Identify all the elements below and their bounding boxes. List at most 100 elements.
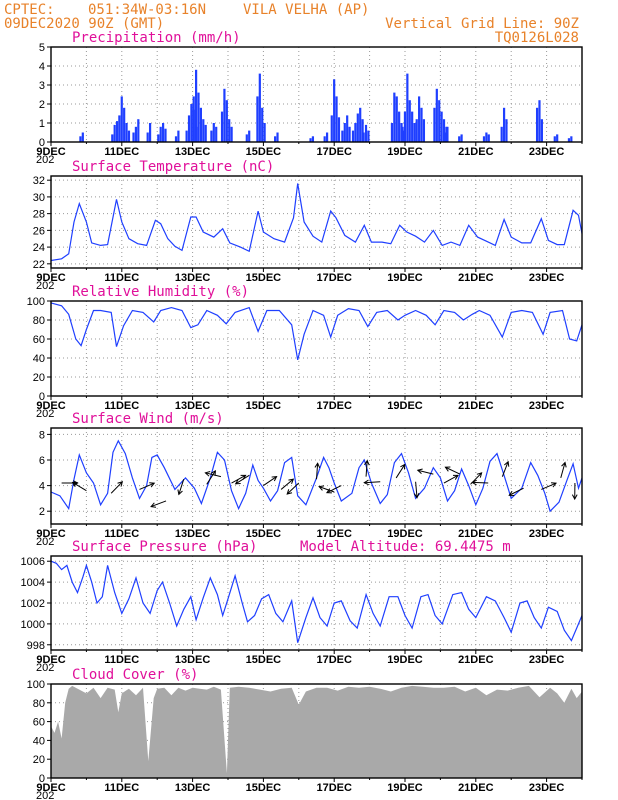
pressure-xtick-label: 13DEC	[175, 654, 211, 666]
precip-bar	[204, 124, 207, 142]
precip-bar	[261, 107, 264, 142]
precip-bar	[113, 124, 116, 142]
precip-bar	[164, 128, 167, 142]
wind-arrow-head	[325, 488, 332, 494]
pressure-ytick-label: 1004	[21, 577, 45, 589]
precip-bar	[346, 115, 349, 142]
wind-arrow-head	[150, 502, 157, 508]
precip-bar	[343, 123, 346, 142]
temp-line	[50, 183, 583, 262]
precip-bar	[148, 123, 152, 142]
wind-ytick-label: 8	[39, 429, 45, 441]
precip-bar	[228, 119, 231, 142]
header-grid-note: Vertical Grid Line: 90Z	[385, 16, 579, 32]
precip-bar	[487, 134, 490, 142]
wind-arrow-head	[234, 479, 241, 485]
precip-bar	[485, 132, 488, 142]
pressure-ytick-label: 998	[27, 640, 45, 652]
wind-arrow-shaft	[286, 482, 300, 495]
precip-ytick-label: 5	[39, 42, 45, 54]
temp-ytick-label: 22	[33, 259, 45, 271]
precip-bar	[341, 130, 344, 142]
header-source: CPTEC:	[4, 2, 55, 18]
wind-arrow-shaft	[316, 463, 319, 480]
humidity-ytick-label: 40	[33, 353, 45, 365]
precip-bar	[540, 119, 543, 142]
precip-bar	[408, 100, 411, 142]
temp-xtick-label: 13DEC	[175, 272, 211, 284]
temp-xtick-label: 9DEC	[36, 272, 65, 284]
pressure-xtick-label: 15DEC	[246, 654, 282, 666]
wind-arrow-shaft	[445, 466, 461, 475]
wind-arrow-shaft	[231, 474, 246, 484]
pressure-line	[50, 560, 583, 643]
temp-xtick-label: 23DEC	[529, 272, 565, 284]
precip-bar	[433, 107, 436, 142]
precip-bar	[311, 136, 315, 142]
wind-arrow-head	[444, 466, 451, 472]
temp-xtick-label: 17DEC	[316, 272, 352, 284]
temp-title: Surface Temperature (nC)	[72, 159, 274, 175]
pressure-frame	[50, 555, 583, 651]
humidity-xtick-label: 13DEC	[175, 400, 211, 412]
panel-cloud: Cloud Cover (%) 0 20 40 60 80 100 9DEC 11DEC 13DE…	[27, 667, 583, 800]
humidity-ytick-label: 60	[33, 334, 45, 346]
wind-arrow-shaft	[178, 479, 185, 495]
cloud-ytick-label: 80	[33, 698, 45, 710]
precip-xtick-label: 11DEC	[104, 146, 139, 158]
precip-bar	[351, 130, 355, 142]
wind-arrow-shaft	[326, 485, 342, 494]
precip-bar	[146, 132, 149, 142]
precip-bar	[185, 130, 188, 142]
wind-xtick-label: 21DEC	[458, 528, 494, 540]
panel-temp: Surface Temperature (nC) 22 24 26 28 30 32 9DEC…	[33, 159, 583, 292]
cloud-xtick-label: 11DEC	[104, 782, 139, 794]
wind-arrow-head	[471, 479, 477, 486]
precip-bar	[401, 126, 404, 142]
temp-ytick-label: 26	[33, 225, 45, 237]
precip-bar	[415, 119, 418, 142]
wind-xtick-label: 11DEC	[104, 528, 139, 540]
precip-bar	[361, 119, 364, 142]
precip-bar	[398, 111, 401, 142]
wind-arrow-head	[476, 472, 483, 478]
precip-bar	[202, 119, 205, 142]
wind-arrow-shaft	[206, 470, 216, 485]
wind-arrow-shaft	[501, 461, 509, 477]
humidity-year-stub: 202	[36, 408, 54, 420]
precip-bar	[248, 130, 251, 142]
precip-bar	[354, 123, 357, 142]
precip-xtick-label: 9DEC	[36, 146, 65, 158]
precip-bar	[335, 96, 338, 142]
precip-bar	[309, 138, 312, 142]
precip-xtick-label: 15DEC	[246, 146, 282, 158]
precip-xtick-label: 21DEC	[458, 146, 494, 158]
humidity-line	[50, 302, 583, 361]
precip-bar	[157, 134, 160, 142]
wind-arrow-shaft	[364, 481, 381, 484]
cloud-xtick-label: 13DEC	[175, 782, 211, 794]
precip-bar	[195, 69, 198, 142]
wind-arrow-shaft	[318, 486, 335, 493]
cloud-year-stub: 202	[36, 790, 54, 800]
precip-bar	[79, 136, 82, 142]
wind-arrow-shaft	[72, 482, 87, 492]
cloud-ytick-label: 0	[39, 773, 45, 785]
precip-bar	[81, 132, 84, 142]
precip-bar	[411, 111, 414, 142]
precip-bar	[115, 121, 119, 142]
humidity-title: Relative Humidity (%)	[72, 284, 249, 300]
precip-bar	[406, 73, 409, 142]
pressure-ytick-label: 1000	[21, 619, 45, 631]
precip-bar	[337, 117, 341, 142]
meteogram-header: CPTEC: 051:34W-03:16N VILA VELHA (AP) 09…	[4, 2, 579, 46]
precip-title: Precipitation (mm/h)	[72, 30, 241, 46]
wind-xtick-label: 13DEC	[175, 528, 211, 540]
pressure-title: Surface Pressure (hPa)	[72, 539, 257, 555]
panel-pressure: Surface Pressure (hPa) Model Altitude: 69…	[21, 539, 583, 674]
wind-arrow-head	[561, 461, 567, 468]
precip-bar	[482, 136, 486, 142]
precip-bar	[535, 107, 539, 142]
wind-xtick-label: 15DEC	[246, 528, 282, 540]
precip-bar	[212, 123, 215, 142]
